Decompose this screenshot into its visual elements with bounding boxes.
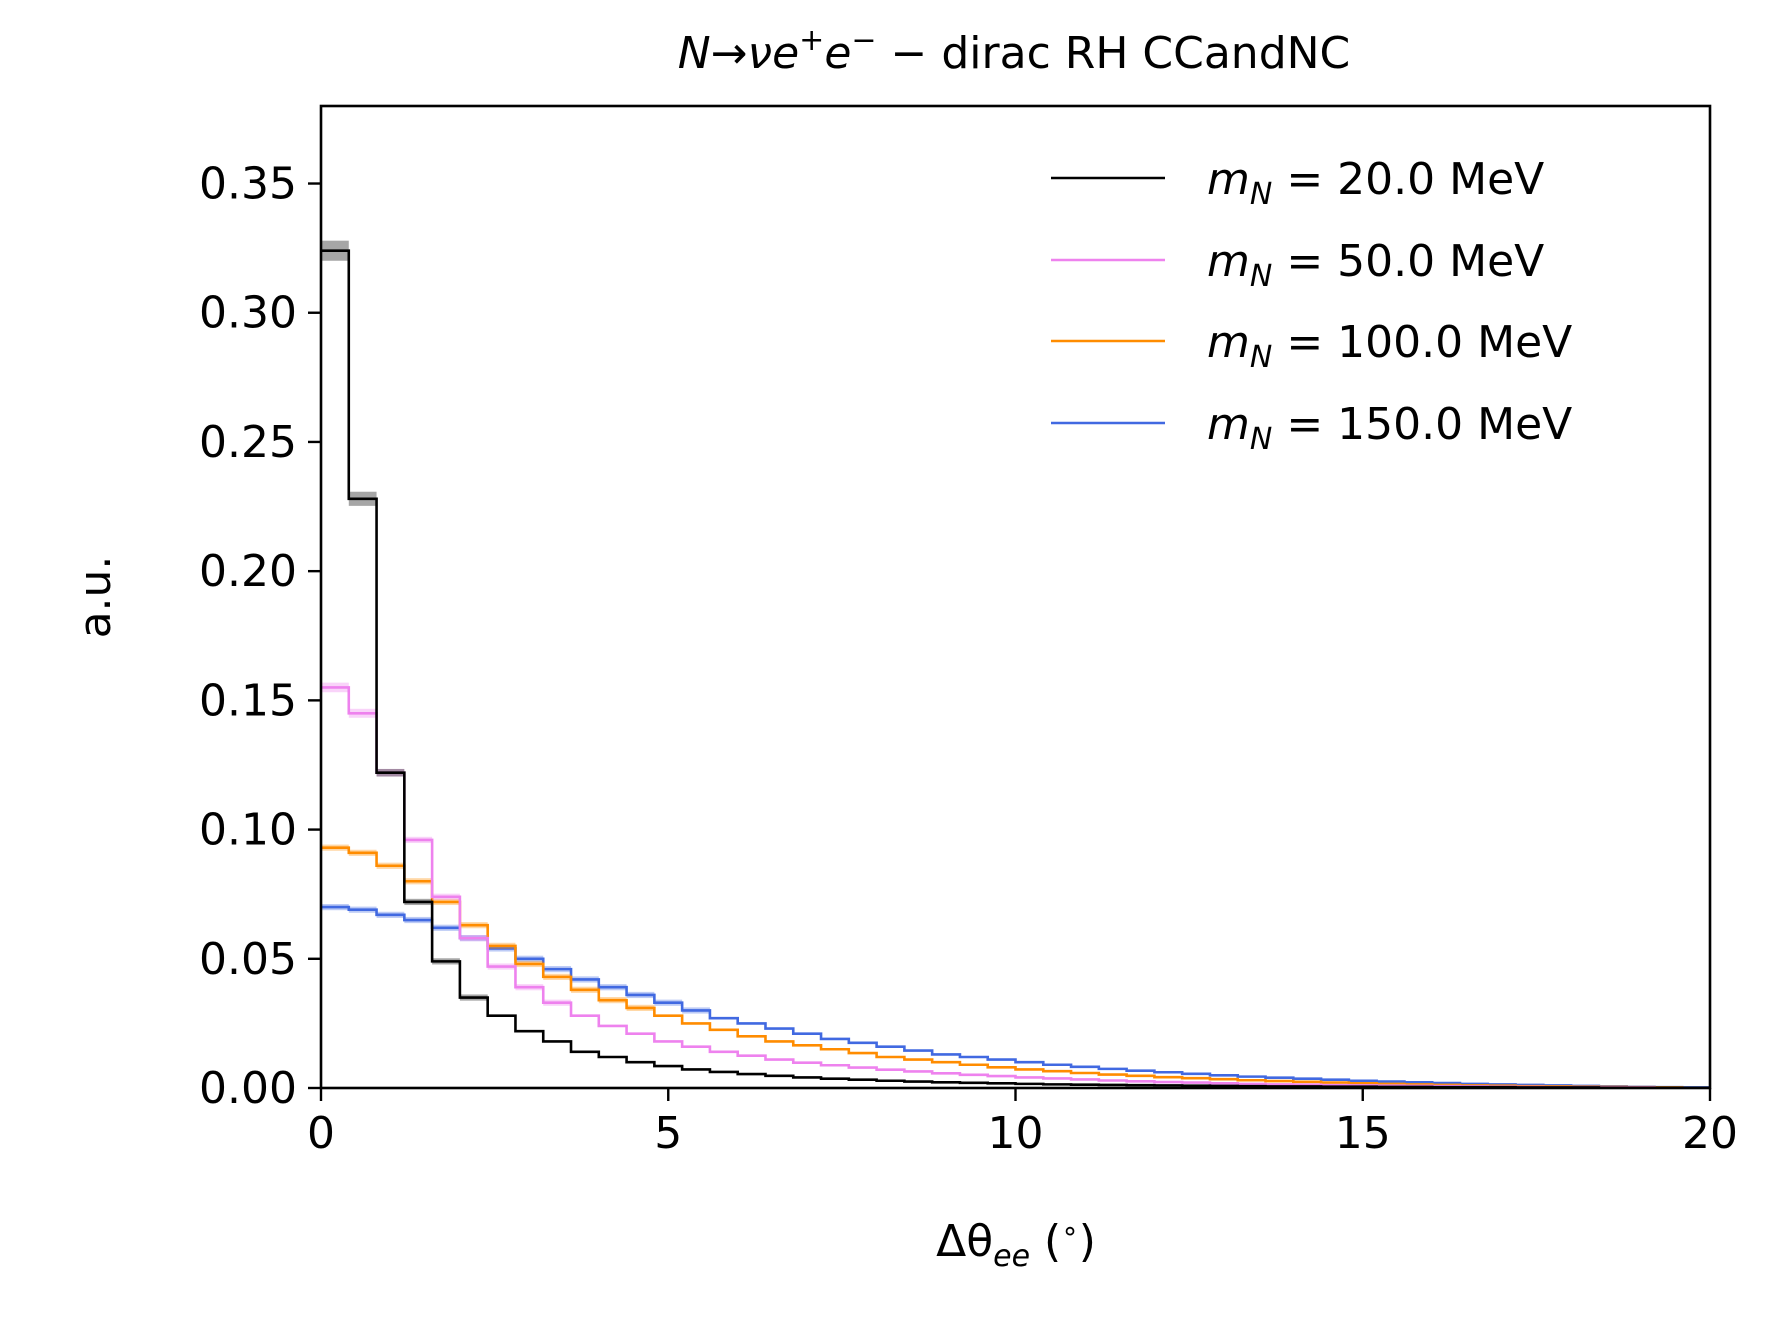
y-tick-label: 0.35 (199, 159, 297, 210)
series-error-band (515, 960, 544, 968)
chart-title-e: e (824, 28, 851, 79)
series-error-band (348, 906, 377, 913)
series-error-band (321, 682, 349, 693)
series-error-band (515, 984, 544, 991)
x-tick-label: 20 (1682, 1108, 1738, 1159)
plot-frame (319, 104, 1712, 1090)
series-error-band (432, 924, 460, 931)
y-tick-label: 0.05 (199, 934, 297, 985)
series-error-band (487, 945, 516, 952)
x-tick-label: 5 (654, 1108, 682, 1159)
x-axis-label: Δθee (∘) (936, 1214, 1096, 1274)
series-error-band (348, 849, 377, 856)
series-error-band (348, 708, 377, 718)
series-error-band (543, 973, 572, 980)
y-tick-label: 0.00 (199, 1063, 297, 1114)
x-axis-label-open: ( (1030, 1216, 1061, 1267)
legend-label-50mev: mN = 50.0 MeV (1207, 236, 1544, 294)
series-error-band (459, 922, 488, 929)
series-error-band (376, 862, 405, 869)
series-error-band (321, 844, 349, 851)
series-error-band (515, 955, 544, 962)
series-error-band (459, 935, 488, 942)
series-error-band (654, 999, 683, 1006)
chart-title-sup-plus: + (799, 23, 824, 58)
y-axis-label: a.u. (70, 556, 121, 639)
series-error-band (432, 898, 460, 906)
series-error-band (487, 942, 516, 949)
series-error-band (543, 999, 572, 1006)
legend: mN = 20.0 MeV mN = 50.0 MeV mN = 100.0 M… (1051, 154, 1572, 457)
series-error-band (376, 768, 405, 777)
series-error-band (432, 893, 460, 900)
x-axis: 0 5 10 15 20 (307, 1088, 1738, 1159)
y-axis: 0.00 0.05 0.10 0.15 0.20 0.25 0.30 0.35 (199, 159, 321, 1114)
y-tick-label: 0.15 (199, 675, 297, 726)
series-150-0-mev-line (321, 905, 1710, 1089)
legend-label-20mev: mN = 20.0 MeV (1207, 154, 1544, 212)
series-error-band (321, 904, 349, 911)
legend-label-100mev: mN = 100.0 MeV (1207, 317, 1572, 375)
series-error-band (321, 240, 349, 261)
chart-title-main: N→νe (678, 28, 799, 79)
series-error-band (487, 963, 516, 970)
series-layer (321, 240, 1710, 1090)
series-error-band (571, 976, 599, 983)
x-tick-label: 10 (988, 1108, 1044, 1159)
x-axis-label-degree: ∘ (1061, 1214, 1079, 1247)
chart-title: N→νe+e− − dirac RH CCandNC (678, 23, 1351, 79)
series-error-band (682, 1007, 710, 1014)
y-tick-label: 0.25 (199, 417, 297, 468)
x-tick-label: 15 (1335, 1108, 1391, 1159)
chart-title-sup-minus: − (851, 23, 876, 58)
x-axis-label-main: Δθ (936, 1216, 993, 1267)
series-error-band (459, 994, 488, 1001)
series-error-band (376, 911, 405, 918)
series-error-band (626, 991, 655, 999)
series-error-band (626, 1004, 655, 1011)
y-tick-label: 0.30 (199, 288, 297, 339)
legend-label-150mev: mN = 150.0 MeV (1207, 399, 1572, 457)
y-tick-label: 0.10 (199, 805, 297, 856)
series-error-band (404, 836, 433, 844)
series-error-band (543, 966, 572, 973)
x-tick-label: 0 (307, 1108, 335, 1159)
series-error-band (598, 997, 627, 1004)
series-error-band (598, 984, 627, 991)
series-error-band (404, 898, 433, 906)
y-tick-label: 0.20 (199, 546, 297, 597)
chart-title-rest: − dirac RH CCandNC (877, 28, 1351, 79)
series-error-band (348, 491, 377, 506)
series-error-band (404, 916, 433, 924)
series-error-band (432, 958, 460, 965)
x-axis-label-sub: ee (993, 1239, 1030, 1274)
x-axis-label-close: ) (1079, 1216, 1096, 1267)
series-error-band (571, 986, 599, 993)
series-error-band (404, 878, 433, 885)
